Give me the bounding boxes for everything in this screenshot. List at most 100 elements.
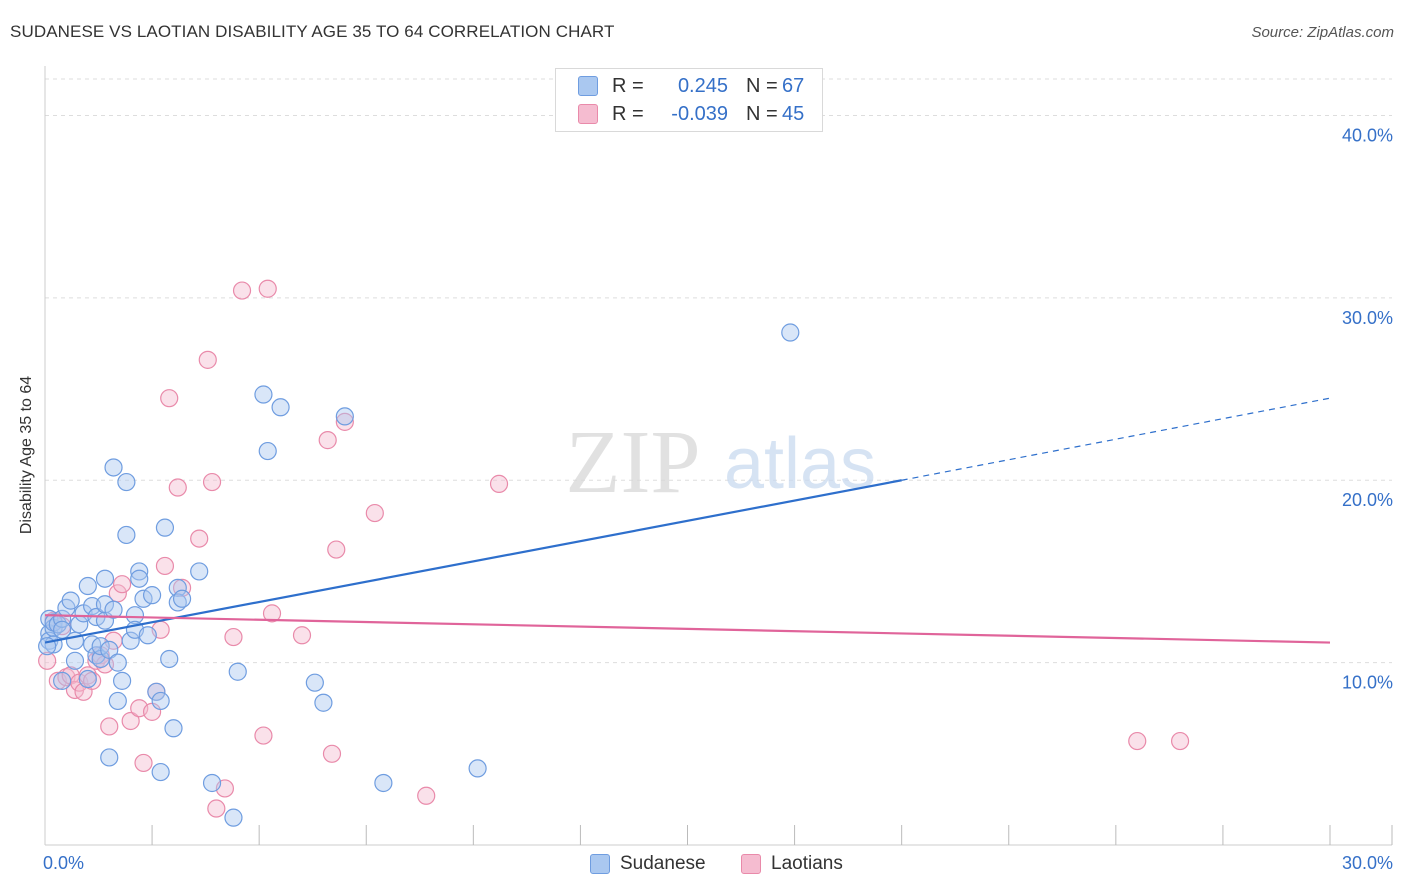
sudanese-point	[108, 691, 127, 711]
sudanese-point	[104, 600, 123, 619]
laotians-point	[207, 799, 226, 818]
grid-lines	[45, 78, 1392, 664]
sudanese-point	[190, 562, 209, 581]
laotians-point	[318, 431, 337, 450]
sudanese-point	[138, 626, 157, 645]
sudanese-point	[130, 569, 149, 588]
sudanese-point	[164, 719, 183, 738]
legend-row-sudanese: R = 0.245 N = 67	[578, 73, 804, 99]
legend-sudanese-swatch	[590, 854, 610, 874]
watermark-zip: ZIP	[566, 413, 701, 512]
sudanese-point	[258, 441, 277, 461]
legend-laotians-label: Laotians	[771, 853, 843, 874]
sudanese-point	[172, 589, 192, 608]
sudanese-point	[108, 653, 127, 672]
laotians-point	[232, 281, 252, 300]
laotians-point	[365, 503, 384, 523]
laotians-point	[155, 556, 175, 576]
laotians-point	[198, 350, 217, 369]
y-tick-label: 20.0%	[1342, 490, 1393, 510]
laotians-point	[100, 717, 119, 736]
laotians-point	[190, 529, 209, 548]
laotians-point	[160, 389, 179, 408]
sudanese-point	[781, 323, 800, 342]
y-tick-label: 40.0%	[1342, 125, 1393, 145]
sudanese-point	[168, 578, 187, 597]
sudanese-point	[65, 651, 85, 670]
sudanese-point	[468, 759, 487, 778]
axes	[44, 66, 1393, 846]
laotians-point	[327, 540, 346, 559]
y-axis-label: Disability Age 35 to 64	[18, 375, 35, 535]
sudanese-point	[160, 649, 179, 669]
sudanese-point	[224, 808, 243, 827]
sudanese-point	[305, 673, 324, 692]
laotians-point	[489, 474, 509, 493]
sudanese-point	[147, 682, 166, 701]
laotians-point	[224, 627, 243, 647]
sudanese-n-label: N =	[746, 74, 778, 97]
legend-laotians-swatch	[741, 854, 761, 874]
laotians-point	[112, 575, 132, 594]
y-tick-label: 30.0%	[1342, 308, 1393, 328]
laotians-point	[134, 753, 153, 773]
chart-title: SUDANESE VS LAOTIAN DISABILITY AGE 35 TO…	[10, 22, 615, 41]
sudanese-point	[142, 586, 162, 605]
laotians-point	[258, 279, 277, 298]
x-tick-label: 30.0%	[1342, 853, 1393, 873]
sudanese-point	[53, 671, 72, 690]
watermark-atlas: atlas	[724, 424, 876, 504]
laotians-point	[38, 651, 57, 670]
laotians-n-label: N =	[746, 102, 778, 125]
trend-lines	[44, 397, 1331, 644]
x-tick-label: 0.0%	[43, 853, 84, 873]
laotians-n-value: 45	[782, 102, 805, 125]
sudanese-point	[271, 398, 290, 417]
laotians-trend-line	[44, 614, 1331, 644]
laotians-swatch	[578, 104, 598, 124]
sudanese-point	[121, 631, 140, 650]
tick-labels: 10.0% 20.0% 30.0% 40.0% 0.0% 30.0%	[43, 125, 1393, 873]
sudanese-trend-extension	[901, 397, 1331, 481]
legend-item-sudanese: Sudanese	[590, 852, 706, 876]
sudanese-point	[254, 385, 273, 404]
sudanese-point	[374, 773, 393, 793]
stats-legend: R = 0.245 N = 67 R = -0.039 N = 45	[555, 68, 823, 132]
sudanese-point	[61, 591, 80, 610]
legend-sudanese-label: Sudanese	[620, 853, 706, 874]
laotians-point	[1170, 731, 1190, 751]
sudanese-point	[335, 407, 354, 426]
series-sudanese-points	[38, 323, 800, 827]
laotians-r-value: -0.039	[671, 102, 728, 125]
sudanese-point	[117, 472, 136, 492]
laotians-point	[202, 472, 222, 492]
legend-item-laotians: Laotians	[741, 852, 843, 876]
sudanese-point	[151, 762, 170, 782]
y-tick-label: 10.0%	[1342, 673, 1393, 693]
watermark: ZIP atlas	[566, 413, 877, 512]
series-laotians-points	[38, 279, 1190, 818]
sudanese-point	[202, 773, 222, 793]
sudanese-point	[100, 640, 119, 659]
laotians-point	[1128, 731, 1147, 751]
laotians-point	[292, 626, 312, 645]
sudanese-point	[314, 693, 333, 712]
sudanese-point	[228, 662, 247, 681]
sudanese-point	[117, 525, 136, 545]
laotians-point	[121, 711, 140, 731]
sudanese-point	[155, 518, 175, 537]
sudanese-trend-line	[44, 479, 902, 644]
sudanese-r-label: R =	[612, 74, 644, 97]
laotians-point	[168, 478, 187, 497]
sudanese-point	[112, 671, 132, 690]
legend-row-laotians: R = -0.039 N = 45	[578, 101, 804, 127]
laotians-point	[335, 412, 354, 431]
source-label: Source: ZipAtlas.com	[1251, 24, 1394, 41]
sudanese-point	[95, 569, 115, 588]
sudanese-point	[151, 691, 170, 711]
laotians-point	[262, 604, 282, 623]
laotians-point	[417, 786, 436, 805]
sudanese-swatch	[578, 76, 598, 96]
sudanese-point	[78, 669, 97, 689]
